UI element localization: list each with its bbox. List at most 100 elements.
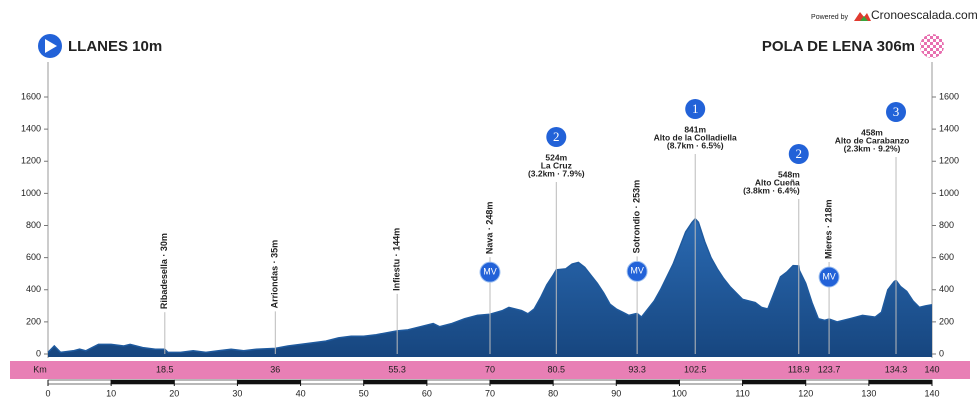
x-tick-label: 90 bbox=[611, 388, 621, 398]
town-label: Sotrondio · 253m bbox=[631, 180, 641, 254]
finish-icon bbox=[920, 34, 944, 58]
x-tick-label: 10 bbox=[106, 388, 116, 398]
y-tick-label: 1200 bbox=[21, 156, 41, 166]
brand: Cronoescalada.com bbox=[871, 8, 978, 22]
y-tick-label: 1400 bbox=[939, 124, 959, 134]
x-tick-label: 140 bbox=[924, 388, 939, 398]
scale-segment bbox=[110, 379, 175, 385]
y-tick-label: 800 bbox=[26, 220, 41, 230]
scale-segment bbox=[363, 379, 428, 385]
scale-segment bbox=[742, 379, 807, 385]
climb-label: Alto de Carabanzo bbox=[835, 135, 910, 145]
x-tick-label: 50 bbox=[359, 388, 369, 398]
x-tick-label: 70 bbox=[485, 388, 495, 398]
km-label: 102.5 bbox=[684, 364, 707, 374]
y-tick-label: 1400 bbox=[21, 124, 41, 134]
finish-label: POLA DE LENA 306m bbox=[762, 38, 915, 55]
logo bbox=[860, 16, 868, 21]
km-label: 134.3 bbox=[885, 364, 908, 374]
climb-category: 3 bbox=[893, 104, 900, 119]
climb-label: Alto Cueña bbox=[755, 177, 800, 187]
y-tick-label: 1000 bbox=[939, 188, 959, 198]
x-tick-label: 100 bbox=[672, 388, 687, 398]
scale-segment bbox=[805, 379, 870, 385]
km-label: 93.3 bbox=[628, 364, 646, 374]
climb-label: (8.7km · 6.5%) bbox=[667, 140, 724, 150]
km-label: 36 bbox=[270, 364, 280, 374]
mv-label: MV bbox=[630, 266, 644, 276]
climb-category: 2 bbox=[553, 129, 560, 144]
mv-marker bbox=[818, 266, 840, 288]
powered-by: Powered by bbox=[811, 14, 848, 21]
climb-category-icon bbox=[886, 102, 907, 122]
x-tick-label: 60 bbox=[422, 388, 432, 398]
climb-label: La Cruz bbox=[541, 160, 572, 170]
climb-category: 1 bbox=[692, 101, 699, 116]
climb-category-icon bbox=[546, 127, 567, 147]
y-tick-label: 1600 bbox=[21, 91, 41, 101]
profile-line bbox=[47, 217, 933, 354]
climb-category: 2 bbox=[796, 146, 803, 161]
scale-segment bbox=[868, 379, 933, 385]
y-tick-label: 600 bbox=[939, 252, 954, 262]
scale-segment bbox=[615, 379, 680, 385]
km-label: 70 bbox=[485, 364, 495, 374]
scale-segment bbox=[237, 379, 301, 385]
climb-label: 458m bbox=[861, 127, 883, 137]
x-tick-label: 120 bbox=[798, 388, 813, 398]
x-tick-label: 40 bbox=[296, 388, 306, 398]
scale-segment bbox=[426, 379, 491, 385]
y-tick-label: 0 bbox=[36, 348, 41, 358]
scale-segment bbox=[552, 379, 617, 385]
km-label: 55.3 bbox=[388, 364, 406, 374]
km-label: 80.5 bbox=[548, 364, 566, 374]
climb-category-icon bbox=[685, 99, 706, 119]
climb-label: 548m bbox=[778, 169, 800, 179]
y-tick-label: 800 bbox=[939, 220, 954, 230]
km-label: 118.9 bbox=[788, 364, 810, 374]
km-title: Km bbox=[33, 364, 47, 374]
y-tick-label: 600 bbox=[26, 252, 41, 262]
x-tick-label: 80 bbox=[548, 388, 558, 398]
x-tick-label: 20 bbox=[169, 388, 179, 398]
y-tick-label: 1000 bbox=[21, 188, 41, 198]
km-band bbox=[10, 361, 970, 379]
x-tick-label: 130 bbox=[861, 388, 876, 398]
climb-label: 524m bbox=[545, 152, 567, 162]
logo bbox=[854, 12, 871, 21]
town-label: Ribadesella · 30m bbox=[159, 233, 169, 309]
x-tick-label: 30 bbox=[232, 388, 242, 398]
start-label: LLANES 10m bbox=[68, 38, 162, 55]
y-tick-label: 0 bbox=[939, 348, 944, 358]
town-label: Infiestu · 144m bbox=[392, 228, 402, 291]
mv-label: MV bbox=[483, 267, 497, 277]
climb-label: 841m bbox=[684, 124, 706, 134]
profile-area bbox=[48, 218, 932, 357]
y-tick-label: 1200 bbox=[939, 156, 959, 166]
y-tick-label: 400 bbox=[26, 284, 41, 294]
scale-segment bbox=[47, 379, 112, 385]
y-tick-label: 1600 bbox=[939, 91, 959, 101]
x-tick-label: 110 bbox=[735, 388, 749, 398]
scale-segment bbox=[173, 379, 238, 385]
mv-marker bbox=[626, 260, 648, 282]
climb-label: (3.8km · 6.4%) bbox=[743, 185, 800, 195]
km-label: 18.5 bbox=[156, 364, 174, 374]
y-tick-label: 200 bbox=[26, 316, 41, 326]
town-label: Arriondas · 35m bbox=[270, 240, 280, 309]
scale-segment bbox=[489, 379, 554, 385]
km-label: 140 bbox=[924, 364, 939, 374]
mv-label: MV bbox=[822, 271, 836, 281]
climb-label: (2.3km · 9.2%) bbox=[844, 143, 901, 153]
town-label: Mieres · 218m bbox=[823, 199, 833, 259]
climb-label: Alto de la Colladiella bbox=[654, 132, 737, 142]
km-label: 123.7 bbox=[818, 364, 841, 374]
start-icon bbox=[45, 39, 57, 53]
x-tick-label: 0 bbox=[45, 388, 50, 398]
climb-category-icon bbox=[788, 144, 809, 164]
climb-label: (3.2km · 7.9%) bbox=[528, 168, 585, 178]
y-tick-label: 400 bbox=[939, 284, 954, 294]
town-label: Nava · 248m bbox=[484, 202, 494, 255]
